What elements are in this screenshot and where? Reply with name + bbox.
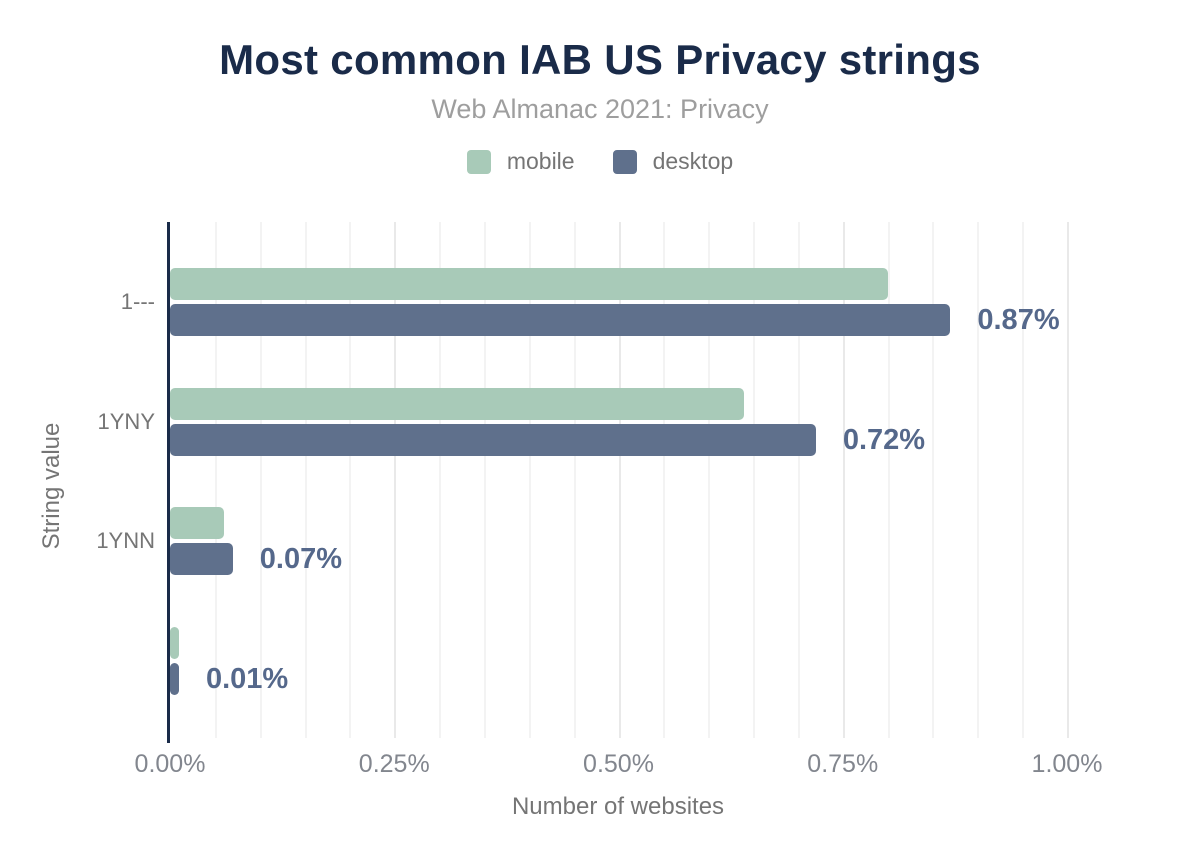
gridline [977,222,980,738]
legend: mobile desktop [0,148,1200,175]
bar-mobile-1YNN [170,507,224,540]
gridline [394,222,397,738]
gridline [797,222,800,738]
category-label: 1YNN [96,528,155,554]
chart-subtitle: Web Almanac 2021: Privacy [431,94,769,124]
gridline [483,222,486,738]
x-tick-label: 0.50% [583,750,654,778]
x-axis-ticks: 0.00% 0.25% 0.50% 0.75% 1.00% [135,750,1103,778]
gridline [573,222,576,738]
gridline [528,222,531,738]
y-axis-line [167,222,170,743]
category-label: 1--- [120,289,155,314]
gridline [708,222,711,738]
legend-swatch-mobile [466,149,491,174]
chart-title: Most common IAB US Privacy strings [219,36,981,83]
bar-desktop-1YNN [170,543,233,576]
x-tick-label: 0.75% [807,750,879,778]
value-label: 0.01% [205,663,289,696]
category-label: 1YNY [97,408,155,434]
legend-swatch-desktop [612,149,637,174]
bar-desktop-empty-string [170,663,179,696]
gridline [932,222,935,738]
gridline [259,222,262,738]
gridline [842,222,845,738]
bar-mobile-1--- [170,268,888,300]
category-label [0,648,155,674]
x-tick-label: 0.00% [134,750,206,778]
gridline [1067,222,1069,738]
gridline [349,222,352,738]
gridline [887,222,890,738]
category-axis-labels: 1--- 1YNY 1YNN [0,222,155,742]
x-tick-label: 0.25% [358,750,430,778]
gridline [1022,222,1025,738]
bar-desktop-1--- [170,304,951,336]
value-label: 0.07% [259,543,343,576]
plot-area: 0.87% 0.72% 0.07% 0.01% [167,222,1070,743]
bar-mobile-empty-string [170,627,179,660]
gridline [663,222,666,738]
x-axis-title: Number of websites [511,793,725,820]
x-tick-label: 1.00% [1031,750,1103,778]
value-label: 0.72% [842,423,926,456]
value-label: 0.87% [977,304,1060,336]
bar-mobile-1YNY [170,387,745,420]
gridline [439,222,442,738]
legend-item-mobile: mobile [466,148,575,175]
bar-desktop-1YNY [170,423,816,456]
gridline [304,222,307,738]
gridline [618,222,621,738]
legend-label-mobile: mobile [506,148,575,174]
legend-item-desktop: desktop [612,148,734,175]
legend-label-desktop: desktop [652,148,734,174]
gridline [214,222,217,738]
gridline [753,222,756,738]
